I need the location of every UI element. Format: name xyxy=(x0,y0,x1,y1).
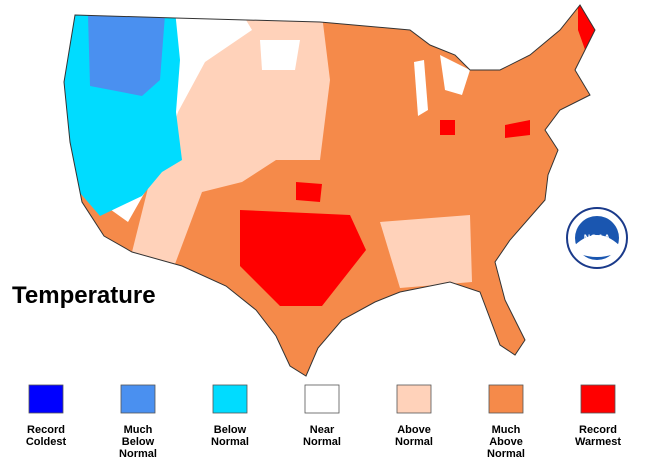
legend-label: Record xyxy=(579,424,617,436)
lake xyxy=(414,60,428,116)
record-warm-region xyxy=(505,120,530,138)
record-warm-region xyxy=(440,120,455,135)
legend-label: Above xyxy=(489,436,523,448)
legend-label: Below xyxy=(214,424,247,436)
legend-swatch xyxy=(488,384,524,414)
lake xyxy=(440,55,470,95)
legend-label: Much xyxy=(124,424,153,436)
legend-label: Above xyxy=(397,424,431,436)
legend-label: Normal xyxy=(211,436,249,448)
record-warm-region xyxy=(296,182,322,202)
map-title: Temperature xyxy=(12,282,156,309)
legend-swatch xyxy=(120,384,156,414)
noaa-logo: NOAA xyxy=(566,207,628,269)
legend-swatch xyxy=(212,384,248,414)
record-warm-region xyxy=(578,5,595,58)
legend-swatch xyxy=(28,384,64,414)
legend-swatch xyxy=(396,384,432,414)
legend-label: Coldest xyxy=(26,436,67,448)
legend-label: Normal xyxy=(487,448,525,460)
legend-label: Normal xyxy=(303,436,341,448)
near-normal-region xyxy=(260,40,300,70)
much-below-region xyxy=(88,15,165,96)
legend-label: Normal xyxy=(119,448,157,460)
legend-swatch xyxy=(304,384,340,414)
legend-label: Normal xyxy=(395,436,433,448)
legend-swatch xyxy=(580,384,616,414)
legend-label: Warmest xyxy=(575,436,621,448)
legend-label: Near xyxy=(310,424,335,436)
legend-label: Record xyxy=(27,424,65,436)
above-region xyxy=(380,215,472,288)
logo-text: NOAA xyxy=(584,233,611,243)
record-warm-region xyxy=(240,210,366,306)
legend: RecordColdestMuchBelowNormalBelowNormalN… xyxy=(26,384,621,460)
legend-label: Below xyxy=(122,436,155,448)
legend-label: Much xyxy=(492,424,521,436)
